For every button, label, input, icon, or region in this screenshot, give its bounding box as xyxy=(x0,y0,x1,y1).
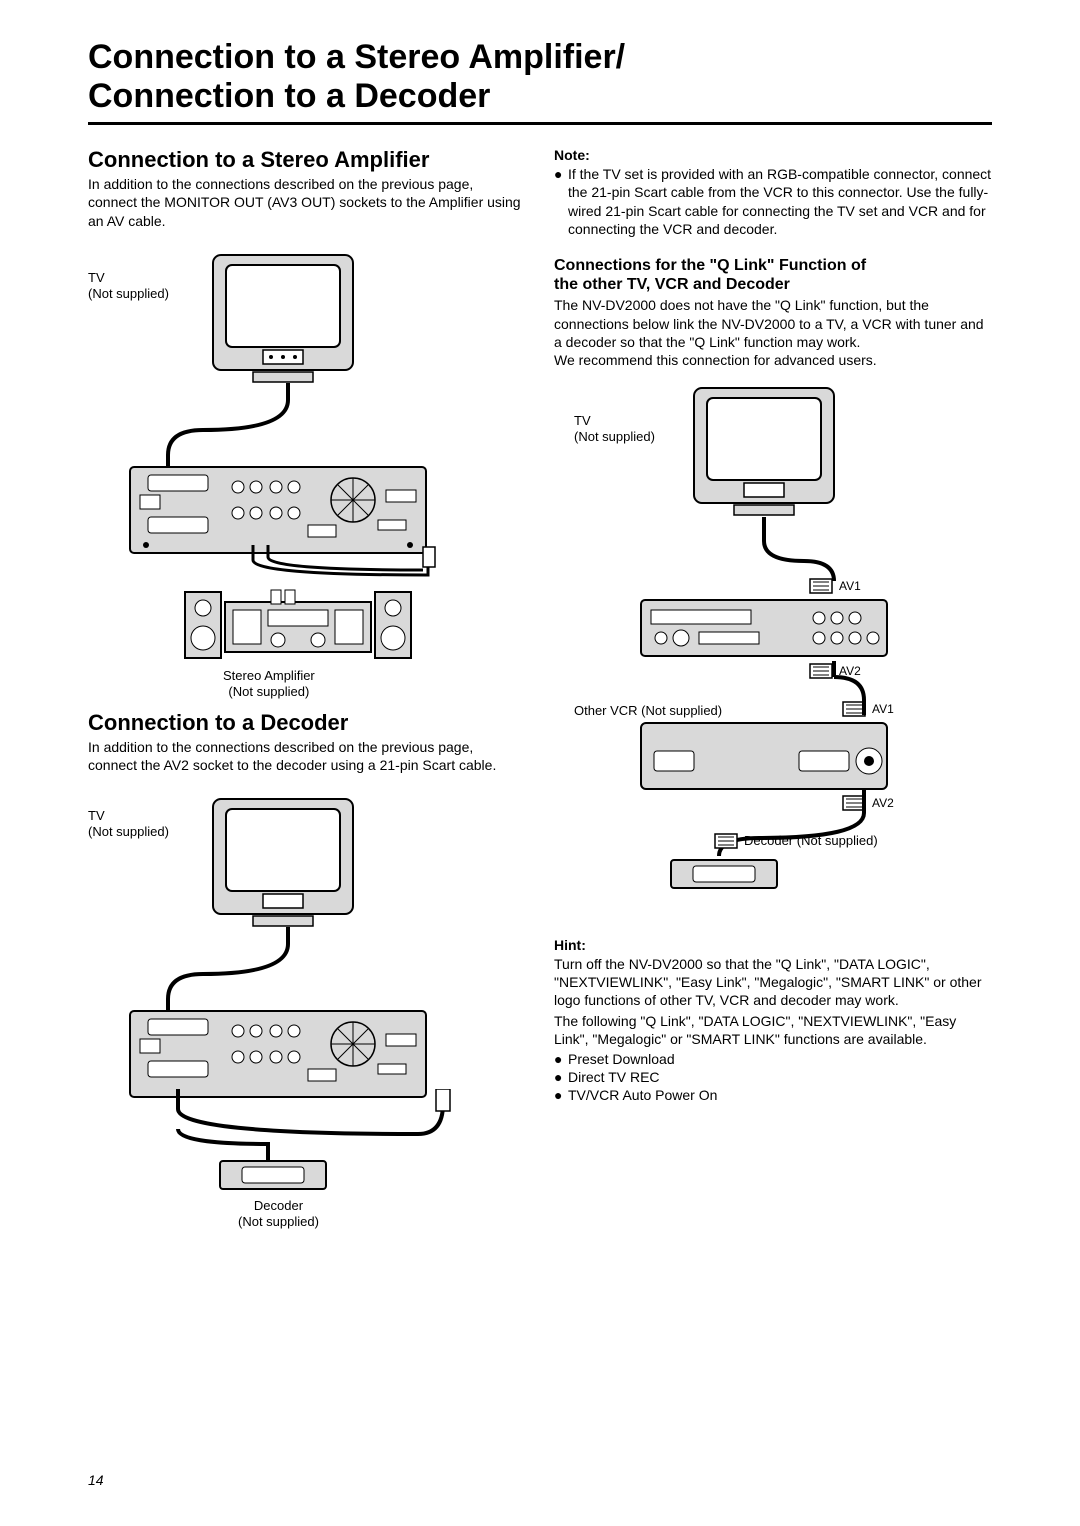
tv-icon-2 xyxy=(208,794,358,934)
amp-heading: Connection to a Stereo Amplifier xyxy=(88,147,526,173)
cable-av2-othervcr xyxy=(824,655,904,720)
cable-tv-vcr xyxy=(148,375,448,475)
dec-heading: Connection to a Decoder xyxy=(88,710,526,736)
amp-body: In addition to the connections described… xyxy=(88,175,526,230)
dec-body: In addition to the connections described… xyxy=(88,738,526,774)
hint-body1: Turn off the NV-DV2000 so that the "Q Li… xyxy=(554,955,992,1010)
title-line1: Connection to a Stereo Amplifier/ xyxy=(88,38,625,76)
hint-bullet-1: ●Preset Download xyxy=(554,1050,992,1068)
other-vcr-label: Other VCR (Not supplied) xyxy=(574,703,722,719)
page-number: 14 xyxy=(88,1472,104,1488)
tv-label-2: TV (Not supplied) xyxy=(88,808,169,841)
title-rule xyxy=(88,122,992,125)
title-line2: Connection to a Decoder xyxy=(88,77,490,115)
cable-vcr-decoder xyxy=(158,1089,458,1164)
tv-label: TV (Not supplied) xyxy=(88,270,169,303)
amplifier-icon xyxy=(183,580,413,660)
bullet-dot-icon: ● xyxy=(554,165,568,238)
right-column: Note: ● If the TV set is provided with a… xyxy=(554,147,992,1258)
decoder-icon-2 xyxy=(669,858,779,890)
note-text: If the TV set is provided with an RGB-co… xyxy=(568,165,992,238)
left-column: Connection to a Stereo Amplifier In addi… xyxy=(88,147,526,1258)
page-title: Connection to a Stereo Amplifier/ Connec… xyxy=(88,38,992,116)
decoder-icon xyxy=(218,1159,328,1191)
hint-body2: The following "Q Link", "DATA LOGIC", "N… xyxy=(554,1012,992,1048)
hint-bullet-2: ●Direct TV REC xyxy=(554,1068,992,1086)
other-vcr-icon xyxy=(639,721,889,791)
dec-caption: Decoder (Not supplied) xyxy=(238,1198,319,1231)
cable-tv-vcr-2 xyxy=(148,919,448,1019)
note-bullet: ● If the TV set is provided with an RGB-… xyxy=(554,165,992,238)
cable-othervcr-decoder xyxy=(709,788,879,868)
tv-icon-3 xyxy=(689,383,839,523)
hint-label: Hint: xyxy=(554,937,992,953)
qlink-heading: Connections for the "Q Link" Function of… xyxy=(554,256,992,294)
note-label: Note: xyxy=(554,147,992,163)
amp-diagram: TV (Not supplied) xyxy=(88,250,526,680)
scart-icon-5 xyxy=(714,833,738,849)
decoder-label: Decoder (Not supplied) xyxy=(744,833,878,849)
tv-label-3: TV (Not supplied) xyxy=(574,413,655,446)
hint-bullet-3: ●TV/VCR Auto Power On xyxy=(554,1086,992,1104)
dec-diagram: TV (Not supplied) xyxy=(88,794,526,1244)
columns: Connection to a Stereo Amplifier In addi… xyxy=(88,147,992,1258)
tv-icon xyxy=(208,250,358,390)
vcr-back-icon xyxy=(128,465,428,555)
nvdv2000-icon xyxy=(639,598,889,658)
scart-icon xyxy=(809,578,833,594)
qlink-diagram: TV (Not supplied) AV1 xyxy=(554,383,992,923)
av1-label: AV1 xyxy=(839,579,861,593)
qlink-body: The NV-DV2000 does not have the "Q Link"… xyxy=(554,296,992,369)
amp-caption: Stereo Amplifier (Not supplied) xyxy=(223,668,315,701)
vcr-back-icon-2 xyxy=(128,1009,428,1099)
